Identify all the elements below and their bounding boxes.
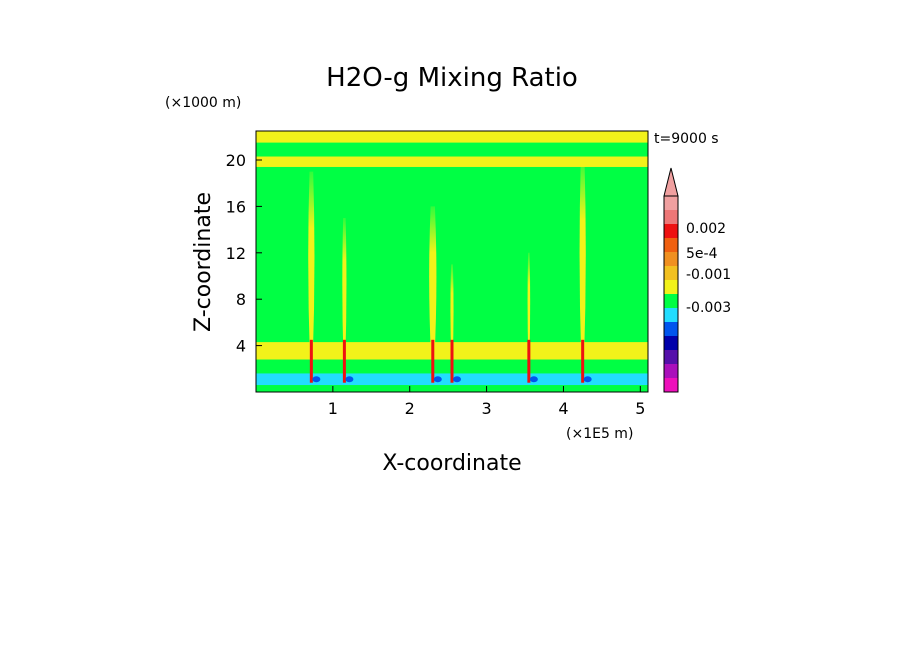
colorbar-level-12: [664, 364, 678, 378]
contour-plumes: [308, 160, 592, 383]
plume-core-1: [342, 339, 346, 383]
x-tick-label-2: 3: [481, 399, 491, 418]
y-tick-label-2: 12: [226, 244, 246, 263]
plume-core-5: [581, 339, 585, 383]
y-tick-label-3: 16: [226, 197, 246, 216]
colorbar-frame: [663, 195, 679, 393]
colorbar-level-6: [664, 280, 678, 294]
colorbar-level-1: [664, 210, 678, 224]
y-axis-label: Z-coordinate: [191, 192, 216, 332]
colorbar-label-3: -0.003: [686, 300, 731, 316]
colorbar: [663, 167, 679, 393]
plume-blob-3: [453, 376, 461, 383]
y-tick-label-4: 20: [226, 151, 246, 170]
colorbar-level-7: [664, 294, 678, 308]
plume-core-2: [431, 339, 435, 383]
plume-core-4: [527, 339, 531, 383]
plume-blob-5: [583, 376, 592, 383]
colorbar-arrow: [663, 167, 679, 197]
x-tick-label-0: 1: [328, 399, 338, 418]
colorbar-level-2: [664, 224, 678, 238]
x-axis-label: X-coordinate: [382, 451, 521, 476]
x-tick-label-3: 4: [558, 399, 568, 418]
band-1: [256, 156, 648, 167]
y-axis: 4 8 12 16 20: [226, 151, 262, 356]
colorbar-level-4: [664, 252, 678, 266]
plume-blob-0: [312, 376, 321, 383]
colorbar-level-11: [664, 350, 678, 364]
plume-5: [579, 160, 586, 360]
plume-4: [527, 252, 531, 360]
plume-core-0: [309, 339, 313, 383]
y-tick-label-1: 8: [236, 290, 246, 309]
colorbar-level-13: [664, 378, 678, 392]
plume-blob-4: [529, 376, 538, 383]
plume-blob-1: [345, 376, 354, 383]
colorbar-level-9: [664, 322, 678, 336]
plume-0: [308, 171, 315, 360]
plot-area: [256, 131, 648, 392]
colorbar-level-0: [664, 196, 678, 210]
x-unit-label: (×1E5 m): [566, 426, 633, 442]
band-0: [256, 131, 648, 143]
x-tick-label-1: 2: [405, 399, 415, 418]
y-tick-label-0: 4: [236, 337, 246, 356]
colorbar-level-10: [664, 336, 678, 350]
colorbar-label-1: 5e-4: [686, 246, 718, 262]
time-label: t=9000 s: [654, 131, 719, 147]
plume-blob-2: [433, 376, 442, 383]
x-axis: 1 2 3 4 5: [256, 386, 648, 418]
plume-1: [342, 218, 347, 360]
colorbar-level-8: [664, 308, 678, 322]
x-tick-label-4: 5: [635, 399, 645, 418]
colorbar-level-3: [664, 238, 678, 252]
colorbar-labels: 0.002 5e-4 -0.001 -0.003: [686, 221, 731, 316]
colorbar-level-5: [664, 266, 678, 280]
colorbar-label-2: -0.001: [686, 267, 731, 283]
plume-3: [450, 264, 454, 360]
y-unit-label: (×1000 m): [165, 95, 241, 111]
colorbar-label-0: 0.002: [686, 221, 726, 237]
plume-2: [429, 206, 437, 360]
plume-core-3: [450, 339, 454, 383]
chart-title: H2O-g Mixing Ratio: [326, 63, 578, 93]
